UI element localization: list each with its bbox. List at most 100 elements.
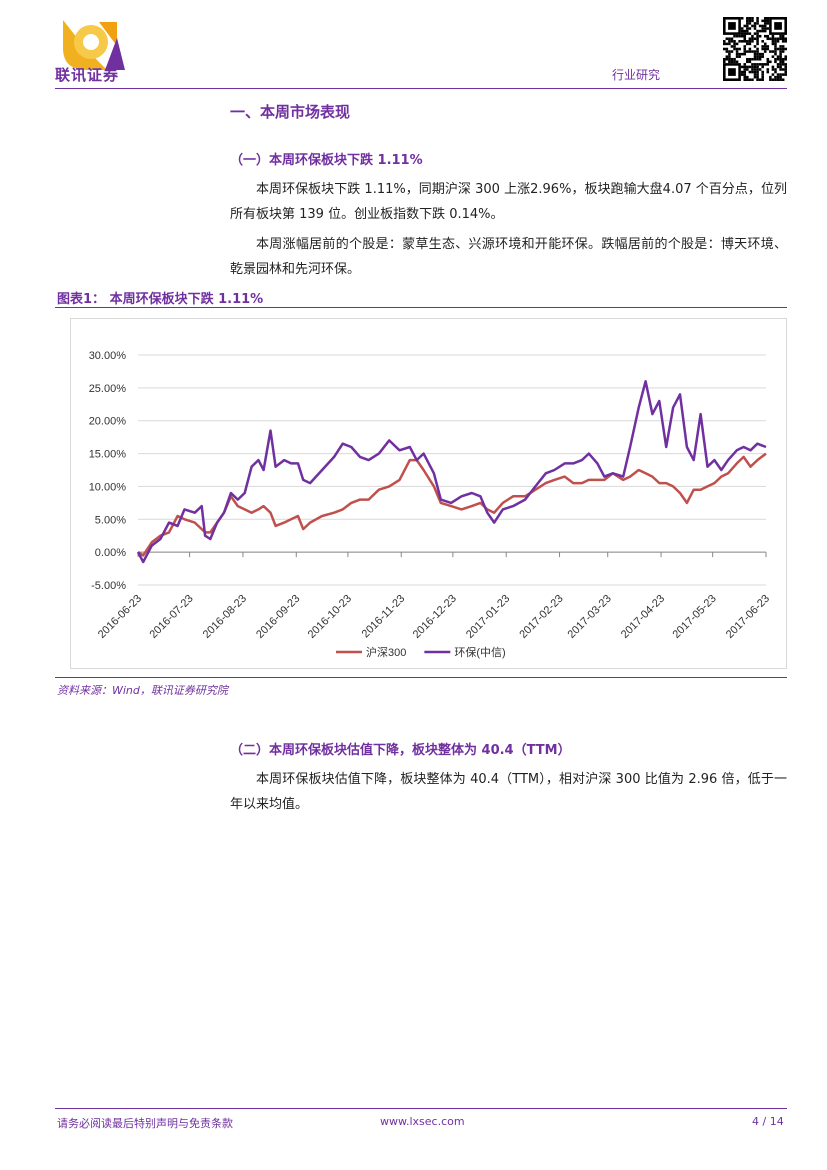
qr-module (753, 45, 757, 48)
qr-module (781, 40, 785, 43)
qr-module (723, 42, 726, 46)
paragraph: 本周环保板块下跌 1.11%，同期沪深 300 上涨2.96%，板块跑输大盘4.… (230, 182, 787, 222)
qr-module (776, 78, 780, 81)
qr-module (733, 57, 736, 61)
qr-module (728, 52, 731, 56)
qr-module (746, 42, 749, 46)
qr-module (751, 63, 754, 66)
qr-module (748, 78, 752, 81)
qr-module (763, 19, 767, 23)
qr-module (774, 37, 777, 41)
qr-module (748, 57, 752, 61)
page-number: 4 / 14 (752, 1115, 784, 1128)
qr-module (763, 45, 767, 48)
qr-module (774, 50, 777, 53)
qr-module (725, 57, 729, 61)
qr-module (751, 17, 754, 20)
qr-module (756, 50, 759, 53)
qr-module (758, 63, 762, 66)
qr-module (738, 47, 741, 51)
qr-module (733, 34, 736, 38)
qr-module (748, 50, 752, 53)
qr-module (774, 57, 777, 61)
qr-module (756, 75, 759, 79)
qr-module (751, 78, 754, 81)
qr-module (766, 19, 770, 23)
qr-module (771, 42, 775, 46)
x-tick-label: 2016-12-23 (411, 593, 459, 641)
qr-module (776, 73, 780, 76)
qr-module (769, 78, 772, 81)
x-tick-label: 2016-08-23 (201, 593, 249, 641)
y-tick-label: 5.00% (95, 514, 126, 526)
qr-module (746, 68, 749, 71)
qr-module (756, 34, 759, 38)
qr-module (753, 63, 757, 66)
qr-module (761, 78, 764, 81)
qr-module (761, 27, 764, 30)
qr-module (758, 68, 762, 71)
qr-module (758, 78, 762, 81)
qr-module (733, 40, 736, 43)
qr-module (735, 50, 739, 53)
qr-module (784, 68, 787, 71)
qr-module (735, 52, 739, 56)
qr-module (763, 24, 767, 28)
qr-module (779, 63, 782, 66)
qr-module (776, 75, 780, 79)
qr-module (781, 37, 785, 41)
qr-module (743, 63, 747, 66)
qr-module (781, 34, 785, 38)
x-tick-label: 2016-06-23 (96, 593, 144, 641)
qr-module (728, 60, 731, 64)
qr-module (781, 73, 785, 76)
qr-module (723, 60, 726, 64)
qr-module (758, 55, 762, 58)
qr-module (763, 27, 767, 30)
qr-module (761, 65, 764, 69)
qr-module (748, 32, 752, 35)
qr-module (746, 57, 749, 61)
x-tick-label: 2017-03-23 (566, 593, 614, 641)
qr-module (763, 42, 767, 46)
qr-module (725, 55, 729, 58)
qr-module (784, 40, 787, 43)
qr-module (774, 75, 777, 79)
qr-module (761, 73, 764, 76)
qr-module (730, 50, 734, 53)
qr-module (746, 40, 749, 43)
qr-module (763, 17, 767, 20)
qr-module (774, 42, 777, 46)
qr-module (774, 60, 777, 64)
qr-module (766, 37, 770, 41)
qr-module (748, 40, 752, 43)
qr-finder (774, 22, 782, 30)
logo-shape (63, 20, 107, 70)
logo-shape (83, 34, 99, 50)
qr-module (779, 57, 782, 61)
qr-module (743, 52, 747, 56)
qr-module (763, 63, 767, 66)
qr-module (751, 37, 754, 41)
qr-module (761, 24, 764, 28)
subsection-title: （二）本周环保板块估值下降，板块整体为 40.4（TTM） (230, 743, 571, 758)
qr-module (751, 70, 754, 74)
qr-module (763, 29, 767, 33)
qr-module (740, 29, 744, 33)
qr-finder (723, 63, 741, 81)
qr-module (733, 60, 736, 64)
qr-module (730, 37, 734, 41)
qr-module (784, 47, 787, 51)
qr-module (756, 57, 759, 61)
qr-module (771, 34, 775, 38)
qr-module (743, 34, 747, 38)
figure-rule (55, 307, 787, 308)
qr-module (771, 55, 775, 58)
qr-module (735, 55, 739, 58)
qr-module (758, 57, 762, 61)
qr-module (746, 22, 749, 25)
qr-module (728, 40, 731, 43)
qr-module (784, 57, 787, 61)
qr-module (784, 73, 787, 76)
qr-module (784, 65, 787, 69)
